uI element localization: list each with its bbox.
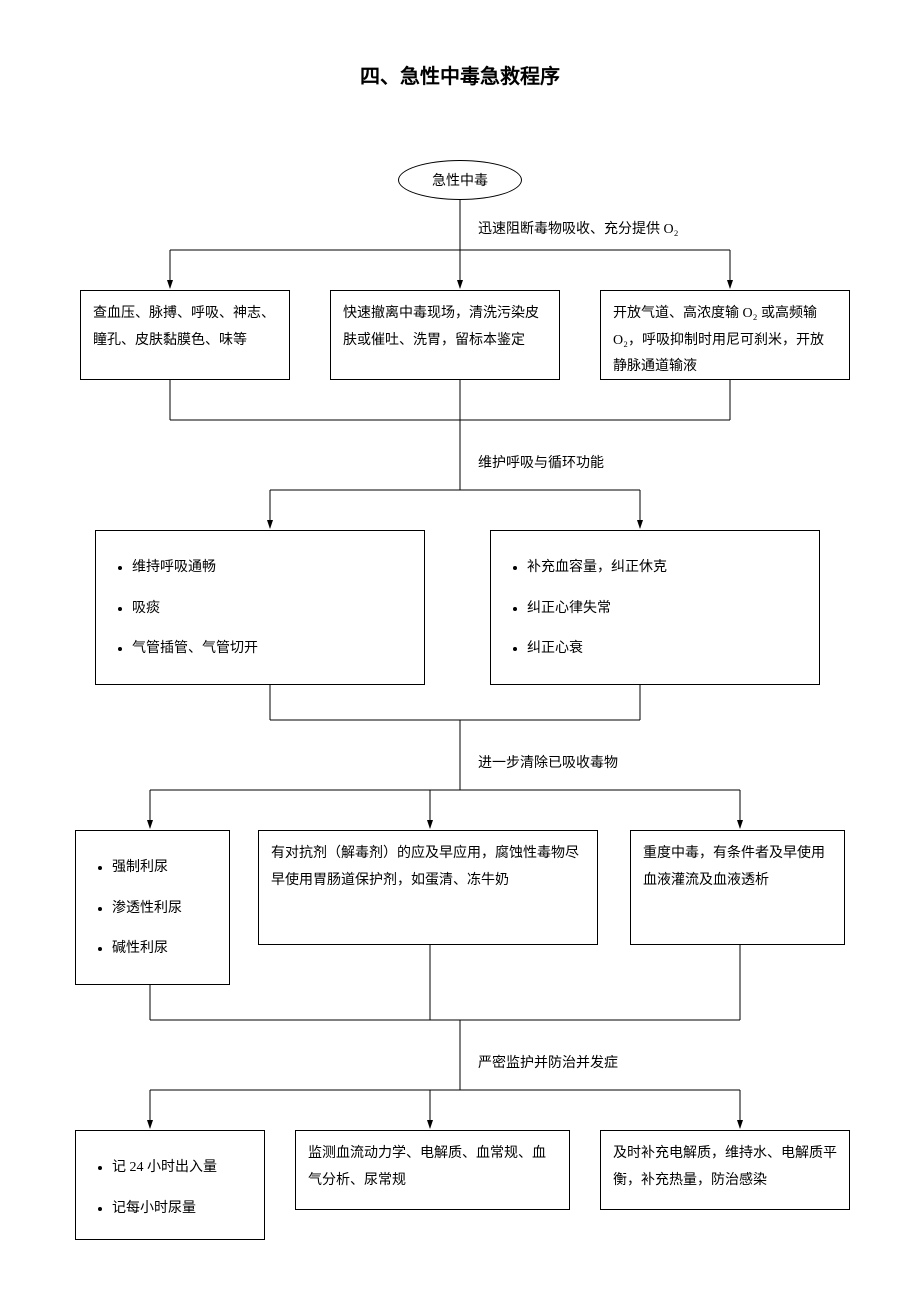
stage3-a-item: 碱性利尿 bbox=[112, 936, 217, 963]
stage2-a-item: 吸痰 bbox=[132, 596, 412, 623]
stage3-label: 进一步清除已吸收毒物 bbox=[478, 752, 618, 772]
stage4-a-item: 记 24 小时出入量 bbox=[112, 1155, 252, 1182]
stage2-label: 维护呼吸与循环功能 bbox=[478, 452, 604, 472]
stage2-box-b: 补充血容量，纠正休克 纠正心律失常 纠正心衰 bbox=[490, 530, 820, 685]
stage1-box-c: 开放气道、高浓度输 O₂ 或高频输 O₂，呼吸抑制时用尼可刹米，开放静脉通道输液 bbox=[600, 290, 850, 380]
stage2-a-item: 维持呼吸通畅 bbox=[132, 555, 412, 582]
stage3-box-a: 强制利尿 渗透性利尿 碱性利尿 bbox=[75, 830, 230, 985]
stage3-box-b: 有对抗剂（解毒剂）的应及早应用，腐蚀性毒物尽早使用胃肠道保护剂，如蛋清、冻牛奶 bbox=[258, 830, 598, 945]
stage3-a-item: 强制利尿 bbox=[112, 855, 217, 882]
stage4-a-item: 记每小时尿量 bbox=[112, 1196, 252, 1223]
stage2-b-item: 纠正心律失常 bbox=[527, 596, 807, 623]
stage3-box-c: 重度中毒，有条件者及早使用血液灌流及血液透析 bbox=[630, 830, 845, 945]
stage1-box-b: 快速撤离中毒现场，清洗污染皮肤或催吐、洗胃，留标本鉴定 bbox=[330, 290, 560, 380]
stage4-box-b: 监测血流动力学、电解质、血常规、血气分析、尿常规 bbox=[295, 1130, 570, 1210]
stage2-b-item: 纠正心衰 bbox=[527, 636, 807, 663]
stage2-b-item: 补充血容量，纠正休克 bbox=[527, 555, 807, 582]
stage1-box-a: 查血压、脉搏、呼吸、神志、瞳孔、皮肤黏膜色、味等 bbox=[80, 290, 290, 380]
stage4-box-a: 记 24 小时出入量 记每小时尿量 bbox=[75, 1130, 265, 1240]
node-start: 急性中毒 bbox=[398, 160, 522, 200]
stage2-box-a: 维持呼吸通畅 吸痰 气管插管、气管切开 bbox=[95, 530, 425, 685]
stage3-a-item: 渗透性利尿 bbox=[112, 896, 217, 923]
stage1-label: 迅速阻断毒物吸收、充分提供 O₂ bbox=[478, 218, 679, 238]
stage2-a-item: 气管插管、气管切开 bbox=[132, 636, 412, 663]
stage4-box-c: 及时补充电解质，维持水、电解质平衡，补充热量，防治感染 bbox=[600, 1130, 850, 1210]
page-title: 四、急性中毒急救程序 bbox=[0, 60, 920, 89]
stage4-label: 严密监护并防治并发症 bbox=[478, 1052, 618, 1072]
node-start-text: 急性中毒 bbox=[432, 170, 488, 190]
